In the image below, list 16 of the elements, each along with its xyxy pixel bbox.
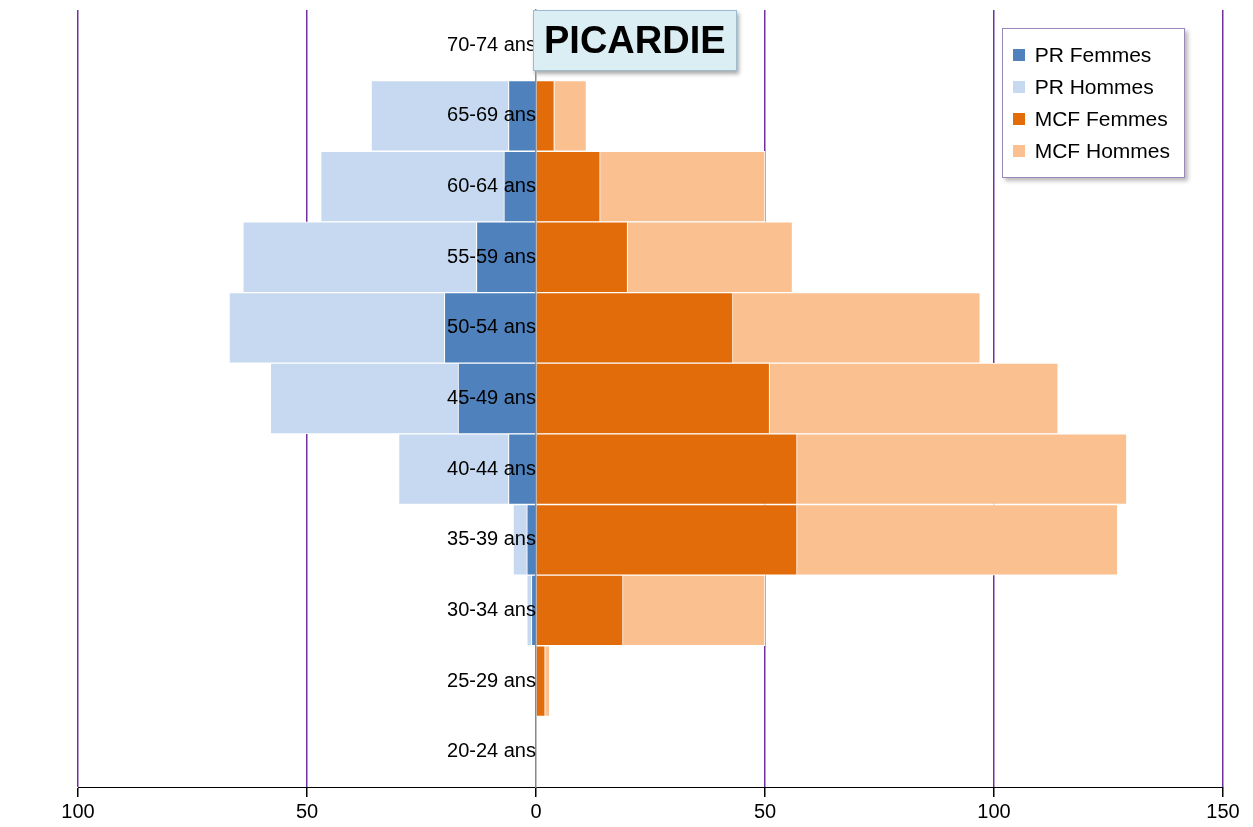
x-tick-label: 150	[1206, 799, 1240, 822]
x-tick-label: 0	[530, 799, 542, 822]
x-tick-label: 50	[753, 799, 777, 822]
x-tick-label: 50	[295, 799, 319, 822]
legend-label: PR Femmes	[1034, 43, 1152, 67]
y-tick-label: 20-24 ans	[447, 739, 536, 762]
y-tick-label: 25-29 ans	[447, 668, 536, 691]
x-tick-label: 100	[977, 799, 1011, 822]
y-tick-label: 50-54 ans	[447, 315, 536, 338]
legend-label: MCF Hommes	[1034, 139, 1170, 163]
legend-label: MCF Femmes	[1034, 107, 1168, 131]
x-tick-label: 100	[61, 799, 95, 822]
chart-title: PICARDIE	[544, 19, 726, 61]
legend-label: PR Hommes	[1034, 75, 1154, 99]
y-tick-label: 55-59 ans	[447, 244, 536, 267]
y-tick-label: 35-39 ans	[447, 527, 536, 550]
